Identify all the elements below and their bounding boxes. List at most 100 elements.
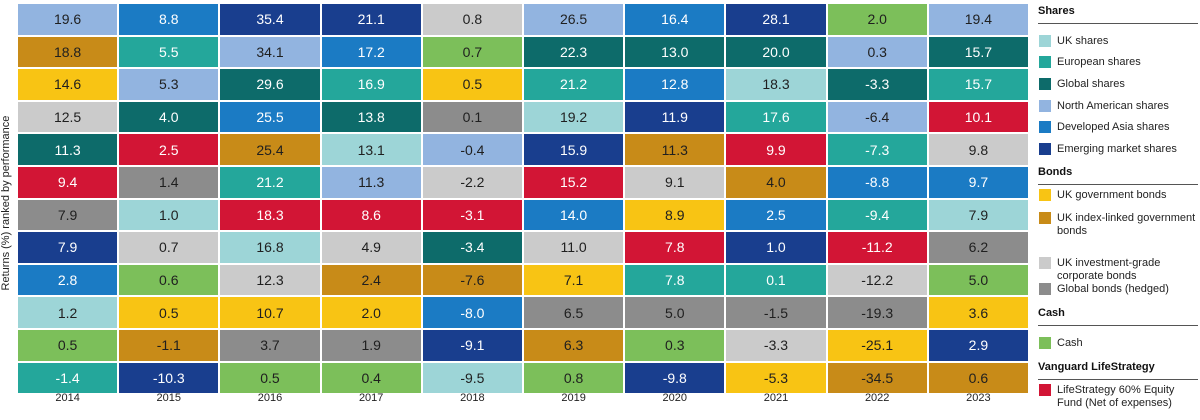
return-cell: 0.8 <box>422 4 522 35</box>
return-cell: 35.4 <box>220 4 320 35</box>
return-cell: 6.3 <box>524 330 624 361</box>
return-cell: -3.1 <box>422 199 522 231</box>
return-cell: 5.5 <box>119 36 219 68</box>
return-cell: 19.6 <box>18 4 118 35</box>
legend-swatch <box>1039 257 1051 269</box>
return-cell: 16.9 <box>321 69 421 100</box>
return-cell: 20.0 <box>726 36 826 68</box>
year-label: 2017 <box>358 392 384 404</box>
return-cell: -1.5 <box>726 297 826 328</box>
legend: Shares UK shares European shares Global sha… <box>1038 0 1198 420</box>
return-cell: 0.5 <box>220 362 320 394</box>
return-cell: 11.3 <box>321 167 421 198</box>
return-cell: 6.2 <box>928 232 1028 263</box>
return-cell: 14.6 <box>18 69 118 100</box>
return-cell: -9.8 <box>625 362 725 394</box>
return-cell: 0.1 <box>422 101 522 133</box>
return-cell: 7.8 <box>625 264 725 296</box>
legend-label: UK investment-grade corporate bonds <box>1057 257 1161 282</box>
return-cell: 9.9 <box>726 134 826 165</box>
legend-divider <box>1038 23 1198 24</box>
return-cell: -11.2 <box>827 232 927 263</box>
return-cell: 16.4 <box>625 4 725 35</box>
legend-divider <box>1038 325 1198 326</box>
year-label: 2016 <box>257 392 283 404</box>
return-cell: 0.8 <box>524 362 624 394</box>
return-cell: 9.7 <box>928 167 1028 198</box>
return-cell: -5.3 <box>726 362 826 394</box>
legend-group-title: Bonds <box>1038 166 1073 178</box>
legend-label: North American shares <box>1057 100 1169 112</box>
legend-swatch <box>1039 56 1051 68</box>
return-cell: 0.3 <box>625 330 725 361</box>
return-cell: 10.1 <box>928 101 1028 133</box>
return-cell: -8.0 <box>422 297 522 328</box>
return-cell: 0.5 <box>18 330 118 361</box>
return-cell: -7.6 <box>422 264 522 296</box>
return-cell: -9.5 <box>422 362 522 394</box>
return-cell: 0.5 <box>119 297 219 328</box>
return-cell: 8.8 <box>119 4 219 35</box>
return-cell: -1.4 <box>18 362 118 394</box>
return-cell: 8.9 <box>625 199 725 231</box>
return-cell: 34.1 <box>220 36 320 68</box>
return-cell: 12.8 <box>625 69 725 100</box>
return-cell: 2.5 <box>119 134 219 165</box>
return-cell: 5.0 <box>625 297 725 328</box>
return-cell: 2.0 <box>321 297 421 328</box>
legend-swatch <box>1039 100 1051 112</box>
return-cell: 7.9 <box>928 199 1028 231</box>
return-cell: 0.1 <box>726 264 826 296</box>
return-cell: 10.7 <box>220 297 320 328</box>
return-cell: 4.0 <box>119 101 219 133</box>
return-cell: 21.1 <box>321 4 421 35</box>
legend-swatch <box>1039 337 1051 349</box>
year-label: 2018 <box>460 392 485 404</box>
legend-swatch <box>1039 78 1051 90</box>
legend-label: LifeStrategy 60% Equity Fund (Net of exp… <box>1057 384 1175 409</box>
return-cell: -12.2 <box>827 264 927 296</box>
legend-swatch <box>1039 283 1051 295</box>
year-label: 2022 <box>864 392 890 404</box>
return-cell: 9.1 <box>625 167 725 198</box>
legend-label: Emerging market shares <box>1057 143 1177 155</box>
legend-group-title: Vanguard LifeStrategy <box>1038 361 1155 373</box>
return-cell: 19.2 <box>524 101 624 133</box>
legend-swatch <box>1039 143 1051 155</box>
return-cell: 5.3 <box>119 69 219 100</box>
return-cell: 8.6 <box>321 199 421 231</box>
legend-divider <box>1038 379 1198 380</box>
year-label: 2015 <box>156 392 182 404</box>
legend-label: Cash <box>1057 337 1083 349</box>
year-label: 2020 <box>662 392 688 404</box>
return-cell: 12.5 <box>18 101 118 133</box>
return-cell: 0.7 <box>119 232 219 263</box>
return-cell: -34.5 <box>827 362 927 394</box>
return-cell: 12.3 <box>220 264 320 296</box>
return-cell: 0.5 <box>422 69 522 100</box>
return-cell: 5.0 <box>928 264 1028 296</box>
return-cell: 3.6 <box>928 297 1028 328</box>
return-cell: 1.9 <box>321 330 421 361</box>
year-label: 2019 <box>561 392 586 404</box>
legend-swatch <box>1039 121 1051 133</box>
legend-group-title: Cash <box>1038 307 1065 319</box>
year-label: 2021 <box>763 392 789 404</box>
year-label: 2014 <box>55 392 80 404</box>
legend-label: UK index-linked government bonds <box>1057 212 1196 237</box>
return-cell: 15.7 <box>928 36 1028 68</box>
return-cell: 17.6 <box>726 101 826 133</box>
return-cell: 2.0 <box>827 4 927 35</box>
return-cell: 2.9 <box>928 330 1028 361</box>
return-cell: 25.5 <box>220 101 320 133</box>
legend-swatch <box>1039 35 1051 47</box>
return-cell: 6.5 <box>524 297 624 328</box>
return-cell: 15.2 <box>524 167 624 198</box>
return-cell: 26.5 <box>524 4 624 35</box>
return-cell: 21.2 <box>524 69 624 100</box>
return-cell: 11.3 <box>18 134 118 165</box>
return-cell: 9.8 <box>928 134 1028 165</box>
return-cell: 17.2 <box>321 36 421 68</box>
return-cell: 28.1 <box>726 4 826 35</box>
return-cell: -8.8 <box>827 167 927 198</box>
